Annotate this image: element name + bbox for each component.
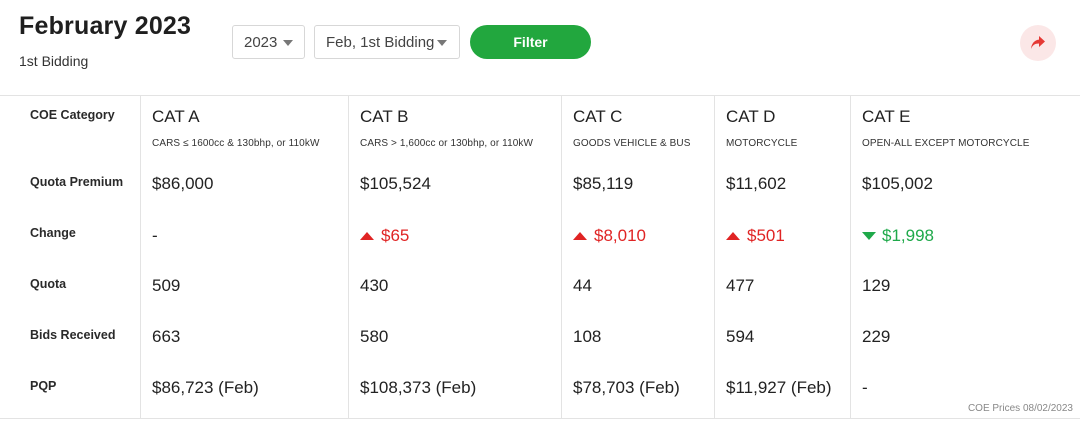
bids-received-value: 580 — [360, 327, 389, 346]
pqp-value: $78,703 (Feb) — [573, 378, 680, 397]
change-amount: $8,010 — [594, 226, 646, 245]
quota-premium-value: $105,524 — [360, 174, 431, 193]
header-divider — [0, 95, 1080, 96]
filter-button[interactable]: Filter — [470, 25, 591, 59]
category-column-cat-b: CAT B CARS > 1,600cc or 130bhp, or 110kW… — [348, 96, 561, 418]
coe-results-table: COE Category Quota Premium Change Quota … — [0, 96, 1080, 418]
category-column-cat-c: CAT C GOODS VEHICLE & BUS $85,119 $8,010… — [561, 96, 714, 418]
pqp-value: $11,927 (Feb) — [726, 378, 832, 397]
quota-premium-value: $105,002 — [862, 174, 933, 193]
bids-received-value: 108 — [573, 327, 602, 346]
row-label-premium: Quota Premium — [30, 175, 124, 189]
category-column-cat-d: CAT D MOTORCYCLE $11,602 $501 477 594 $1… — [714, 96, 850, 418]
change-amount: $65 — [381, 226, 410, 245]
row-label-category: COE Category — [30, 108, 115, 122]
pqp-value: $86,723 (Feb) — [152, 378, 259, 397]
price-date-footnote: COE Prices 08/02/2023 — [967, 403, 1073, 414]
pqp-value: $108,373 (Feb) — [360, 378, 477, 397]
category-description: CARS > 1,600cc or 130bhp, or 110kW — [360, 138, 534, 149]
bidding-select-value: Feb, 1st Bidding — [326, 33, 435, 51]
category-description: GOODS VEHICLE & BUS — [573, 138, 691, 149]
row-label-quota: Quota — [30, 277, 67, 291]
row-labels-column: COE Category Quota Premium Change Quota … — [0, 96, 140, 418]
category-name: CAT D — [726, 107, 776, 126]
bids-received-value: 663 — [152, 327, 181, 346]
change-amount: $1,998 — [882, 226, 934, 245]
change-value: $8,010 — [562, 226, 714, 246]
quota-value: 129 — [862, 276, 891, 295]
quota-value: 509 — [152, 276, 181, 295]
bids-received-value: 594 — [726, 327, 755, 346]
bidding-select[interactable]: Feb, 1st Bidding — [314, 25, 460, 59]
triangle-up-icon — [726, 232, 740, 240]
pqp-value: - — [862, 378, 868, 397]
row-label-change: Change — [30, 226, 76, 240]
category-column-cat-e: CAT E OPEN-ALL EXCEPT MOTORCYCLE $105,00… — [850, 96, 1080, 418]
page-subtitle: 1st Bidding — [19, 53, 89, 69]
change-amount: - — [152, 226, 158, 245]
category-name: CAT A — [152, 107, 200, 126]
table-bottom-divider — [0, 418, 1080, 419]
quota-premium-value: $86,000 — [152, 174, 214, 193]
triangle-up-icon — [573, 232, 587, 240]
category-name: CAT E — [862, 107, 911, 126]
caret-down-icon — [437, 40, 447, 46]
row-label-pqp: PQP — [30, 379, 57, 393]
category-description: MOTORCYCLE — [726, 138, 798, 149]
share-button[interactable] — [1020, 25, 1056, 61]
quota-premium-value: $85,119 — [573, 174, 634, 193]
change-value: - — [141, 226, 348, 246]
row-label-bids: Bids Received — [30, 328, 116, 342]
quota-value: 44 — [573, 276, 592, 295]
year-select-value: 2023 — [244, 33, 278, 51]
year-select[interactable]: 2023 — [232, 25, 305, 59]
category-name: CAT B — [360, 107, 409, 126]
quota-value: 430 — [360, 276, 389, 295]
caret-down-icon — [283, 40, 293, 46]
category-description: CARS ≤ 1600cc & 130bhp, or 110kW — [152, 138, 320, 149]
category-column-cat-a: CAT A CARS ≤ 1600cc & 130bhp, or 110kW $… — [140, 96, 348, 418]
page-title: February 2023 — [19, 12, 192, 40]
change-value: $1,998 — [851, 226, 1080, 246]
triangle-down-icon — [862, 232, 876, 240]
category-description: OPEN-ALL EXCEPT MOTORCYCLE — [862, 138, 1030, 149]
bids-received-value: 229 — [862, 327, 891, 346]
triangle-up-icon — [360, 232, 374, 240]
page-header: February 2023 1st Bidding 2023 Feb, 1st … — [0, 0, 1080, 95]
quota-value: 477 — [726, 276, 755, 295]
change-value: $501 — [715, 226, 850, 246]
quota-premium-value: $11,602 — [726, 174, 787, 193]
change-amount: $501 — [747, 226, 785, 245]
share-arrow-icon — [1031, 36, 1045, 49]
category-name: CAT C — [573, 107, 623, 126]
change-value: $65 — [349, 226, 561, 246]
